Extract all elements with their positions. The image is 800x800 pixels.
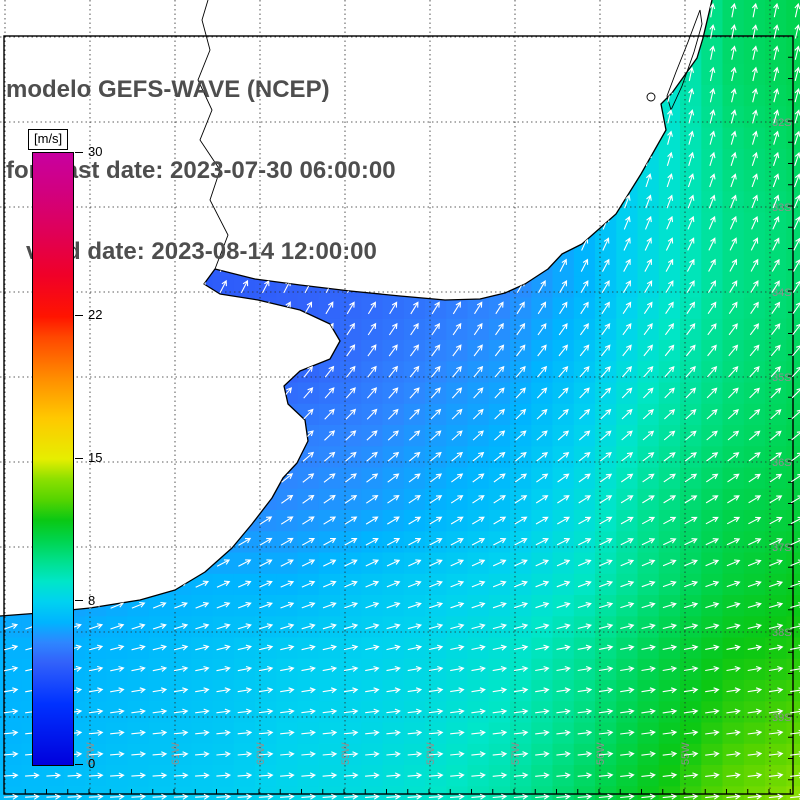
longitude-label: 58W — [425, 742, 437, 765]
longitude-label: 56W — [595, 742, 607, 765]
forecast-date-line: forecast date: 2023-07-30 06:00:00 — [6, 157, 396, 184]
latitude-label: 33S — [772, 202, 792, 214]
latitude-label: 36S — [772, 457, 792, 469]
plot-frame — [3, 35, 794, 795]
longitude-label: 59W — [340, 742, 352, 765]
latitude-label: 37S — [772, 542, 792, 554]
longitude-label: 57W — [510, 742, 522, 765]
latitude-label: 34S — [772, 287, 792, 299]
axis-labels: 32S 33S 34S 35S 36S 37S 38S 39S 62W 61W 60W 59W 58W 5… — [85, 117, 792, 765]
longitude-label: 55W — [680, 742, 692, 765]
model-title: modelo GEFS-WAVE (NCEP) — [6, 76, 330, 103]
river-border-line — [197, 0, 229, 270]
chart-title-block: modelo GEFS-WAVE (NCEP) forecast date: 2… — [6, 22, 396, 319]
lake-outline — [646, 92, 656, 102]
latitude-label: 35S — [772, 372, 792, 384]
longitude-label: 60W — [255, 742, 267, 765]
latitude-label: 32S — [772, 117, 792, 129]
latitude-label: 38S — [772, 627, 792, 639]
longitude-label: 61W — [170, 742, 182, 765]
longitude-label: 62W — [85, 742, 97, 765]
edge-tick-marks — [3, 35, 793, 794]
latitude-label: 39S — [772, 712, 792, 724]
coastline — [0, 0, 713, 617]
valid-date-line: valid date: 2023-08-14 12:00:00 — [6, 238, 377, 265]
